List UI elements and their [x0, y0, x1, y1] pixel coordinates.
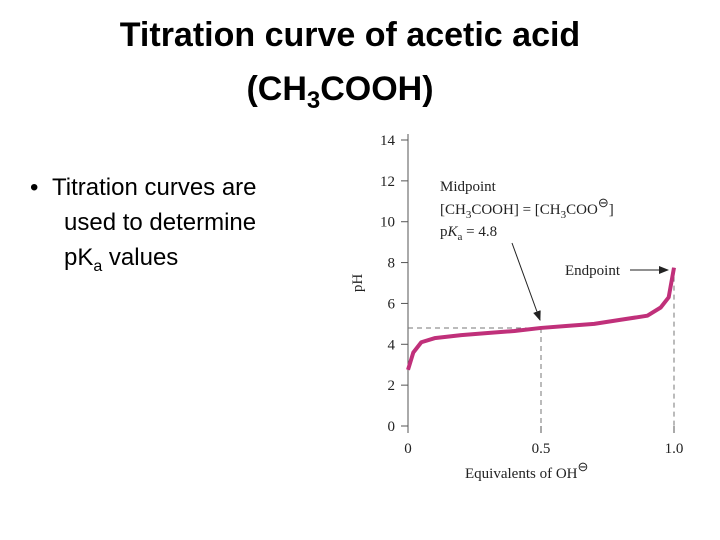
- midpoint-arrow: [511, 242, 541, 321]
- endpoint-label: Endpoint: [565, 263, 621, 279]
- y-tick-label: 2: [388, 378, 396, 394]
- midpoint-label: Midpoint: [440, 179, 497, 195]
- y-axis-label: pH: [350, 274, 366, 293]
- eq-part: COO: [566, 202, 598, 218]
- y-tick-label: 8: [388, 256, 396, 272]
- pka-subscript: a: [458, 231, 463, 243]
- pka-part: = 4.8: [462, 224, 497, 240]
- bullet-line: Titration curves are: [52, 174, 257, 201]
- pka-part: K: [447, 224, 459, 240]
- eq-superscript: ⊖: [598, 195, 609, 210]
- y-tick-label: 14: [380, 133, 396, 149]
- eq-subscript: 3: [466, 209, 472, 221]
- x-tick-label: 1.0: [665, 441, 684, 457]
- bullet-marker: •: [30, 174, 38, 201]
- titration-curve: [406, 267, 676, 371]
- y-tick-label: 12: [380, 174, 395, 190]
- x-label-superscript: ⊖: [577, 459, 588, 474]
- bullet-line: pKa values: [64, 244, 178, 275]
- y-tick-label: 0: [388, 419, 396, 435]
- eq-part: ]: [609, 202, 614, 218]
- bullet-subscript: a: [93, 258, 102, 275]
- x-tick-label: 0: [404, 441, 412, 457]
- eq-subscript: 3: [561, 209, 567, 221]
- bullet-line: used to determine: [64, 209, 256, 236]
- title-part: COOH): [320, 70, 433, 108]
- title-part: (CH: [246, 70, 306, 108]
- x-tick-label: 0.5: [532, 441, 551, 457]
- y-tick-label: 4: [388, 337, 396, 353]
- eq-part: COOH] = [CH: [471, 202, 560, 218]
- y-tick-label: 10: [380, 215, 395, 231]
- title-line-2: (CH3COOH): [246, 70, 433, 114]
- midpoint-equation: [CH3COOH] = [CH3COO⊖]: [440, 195, 614, 221]
- eq-part: [CH: [440, 202, 466, 218]
- x-axis-label: Equivalents of OH⊖: [465, 459, 588, 482]
- bullet-part: values: [102, 244, 178, 271]
- y-tick-label: 6: [388, 296, 396, 312]
- pka-part: p: [440, 224, 448, 240]
- pka-label: pKa = 4.8: [440, 224, 497, 243]
- title-subscript: 3: [307, 87, 320, 114]
- x-label-part: Equivalents of OH: [465, 466, 578, 482]
- bullet-part: pK: [64, 244, 93, 271]
- title-line-1: Titration curve of acetic acid: [120, 16, 580, 54]
